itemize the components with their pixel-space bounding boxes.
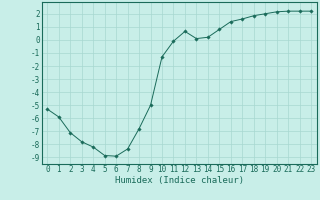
- X-axis label: Humidex (Indice chaleur): Humidex (Indice chaleur): [115, 176, 244, 185]
